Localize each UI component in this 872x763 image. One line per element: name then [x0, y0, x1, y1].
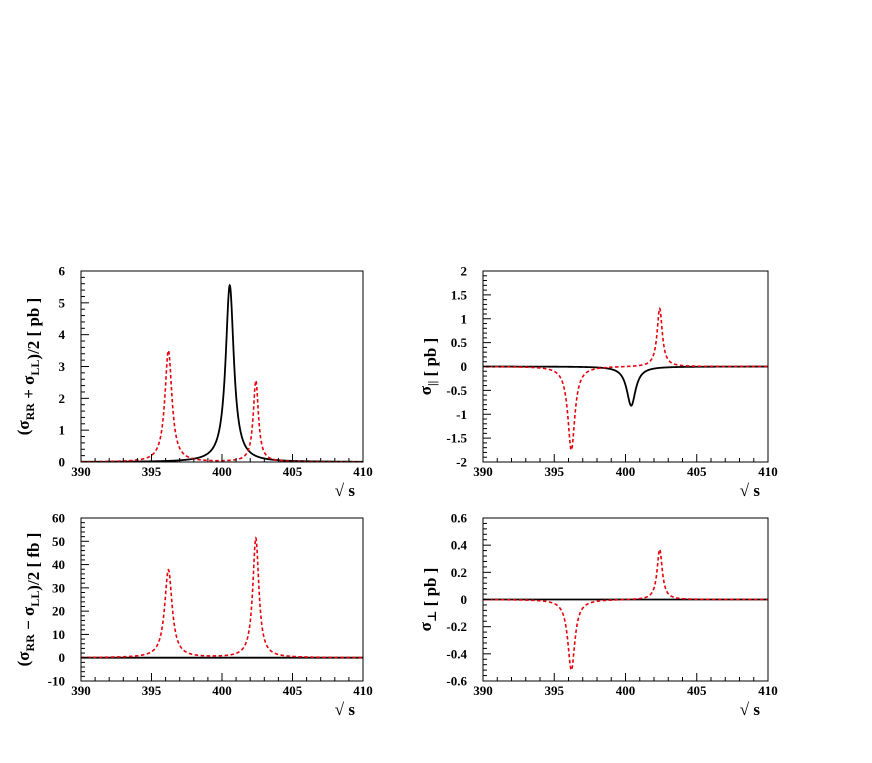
x-tick-label: 400: [616, 464, 636, 479]
y-tick-label: 1.5: [451, 287, 468, 302]
x-tick-label: 405: [687, 683, 707, 698]
x-tick-label: 405: [283, 464, 303, 479]
y-axis-label: σ|| [ pb ]: [416, 338, 440, 396]
x-tick-label: 400: [212, 683, 232, 698]
y-tick-label: 0.5: [451, 335, 468, 350]
x-tick-label: 410: [758, 683, 778, 698]
series-line-red-dashed: [81, 536, 363, 659]
series-line-red-dashed: [483, 307, 768, 452]
y-tick-label: 1: [59, 423, 66, 438]
y-tick-label: 60: [52, 511, 65, 526]
y-axis-label: (σRR + σLL)/2 [ pb ]: [14, 298, 43, 436]
x-tick-label: 390: [473, 464, 493, 479]
y-tick-label: 3: [59, 359, 66, 374]
series-line-red-dashed: [483, 548, 768, 672]
y-tick-label: -1: [456, 407, 467, 422]
x-tick-label: 395: [142, 683, 162, 698]
panel-top-left: 390 395 400 405 410 0 1 2 3 4 5 6 √ s (σRR + σLL)/2 […: [14, 264, 373, 501]
y-tick-label: 0: [461, 592, 468, 607]
y-axis-label: σ⊥ [ pb ]: [416, 568, 440, 632]
y-tick-label: -1.5: [446, 431, 467, 446]
y-tick-label: 10: [52, 627, 65, 642]
x-tick-label: 390: [71, 464, 91, 479]
series-line-black-solid: [81, 283, 363, 462]
x-tick-label: 390: [71, 683, 91, 698]
y-tick-label: 30: [52, 580, 65, 595]
panel-top-right: 390 395 400 405 410 -2 -1.5 -1 -0.5 0 0.5 1 1.5 2 √ s σ…: [416, 264, 778, 501]
panel-bottom-right: 390 395 400 405 410 -0.6 -0.4 -0.2 0 0.2 0.4 0.6 √ s…: [416, 511, 778, 720]
x-tick-label: 400: [616, 683, 636, 698]
y-tick-label: 0.2: [451, 565, 467, 580]
y-tick-label: 0.6: [451, 511, 468, 526]
y-tick-label: 40: [52, 557, 65, 572]
plot-frame: [80, 270, 364, 463]
series-line-black-solid: [483, 365, 768, 407]
y-tick-label: 0: [59, 455, 66, 470]
x-tick-label: 410: [353, 683, 373, 698]
x-tick-label: 410: [353, 464, 373, 479]
y-tick-label: 6: [59, 264, 66, 279]
y-tick-label: 1: [461, 311, 468, 326]
y-tick-label: -0.5: [446, 383, 467, 398]
y-tick-label: -2: [456, 455, 467, 470]
x-axis-label: √ s: [740, 481, 761, 500]
x-tick-label: 405: [283, 683, 303, 698]
x-axis-label: √ s: [740, 700, 761, 719]
y-tick-label: 0.4: [451, 538, 468, 553]
y-tick-label: 0: [59, 650, 66, 665]
y-tick-label: 4: [59, 327, 66, 342]
y-tick-label: -0.6: [446, 674, 467, 689]
x-tick-label: 405: [687, 464, 707, 479]
y-tick-label: -10: [48, 674, 65, 689]
x-tick-label: 395: [545, 683, 565, 698]
y-tick-label: 2: [59, 391, 66, 406]
y-tick-label: 5: [59, 295, 66, 310]
y-tick-label: -0.4: [446, 646, 467, 661]
x-tick-label: 400: [212, 464, 232, 479]
x-tick-label: 395: [545, 464, 565, 479]
y-tick-label: 50: [52, 534, 65, 549]
x-tick-label: 390: [473, 683, 493, 698]
x-tick-label: 410: [758, 464, 778, 479]
x-tick-label: 395: [142, 464, 162, 479]
y-tick-label: 0: [461, 359, 468, 374]
x-axis-label: √ s: [335, 700, 356, 719]
x-axis-label: √ s: [335, 481, 356, 500]
y-tick-label: -0.2: [446, 619, 467, 634]
y-tick-label: 2: [461, 264, 468, 279]
y-tick-label: 20: [52, 604, 65, 619]
panel-bottom-left: 390 395 400 405 410 -10 0 10 20 30 40 50 60 √ s (σRR −…: [14, 511, 373, 720]
y-axis-label: (σRR − σLL)/2 [ fb ]: [14, 533, 43, 667]
